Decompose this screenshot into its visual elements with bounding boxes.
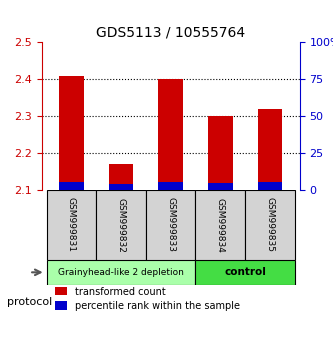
Text: GSM999834: GSM999834 <box>216 198 225 252</box>
Text: GSM999832: GSM999832 <box>117 198 126 252</box>
Bar <box>208 116 233 190</box>
FancyBboxPatch shape <box>245 190 295 259</box>
FancyBboxPatch shape <box>195 190 245 259</box>
Text: GSM999835: GSM999835 <box>265 198 274 252</box>
Bar <box>59 76 84 190</box>
Bar <box>257 182 282 190</box>
Bar <box>257 109 282 190</box>
Text: Grainyhead-like 2 depletion: Grainyhead-like 2 depletion <box>58 268 184 277</box>
Bar <box>55 287 67 295</box>
Bar <box>109 184 134 190</box>
Bar <box>55 301 67 310</box>
Text: GSM999831: GSM999831 <box>67 198 76 252</box>
FancyBboxPatch shape <box>47 259 195 285</box>
FancyBboxPatch shape <box>47 190 96 259</box>
Bar <box>158 79 183 190</box>
Text: transformed count: transformed count <box>75 287 166 297</box>
Bar <box>158 182 183 190</box>
FancyBboxPatch shape <box>195 259 295 285</box>
Bar <box>59 182 84 190</box>
Text: GSM999833: GSM999833 <box>166 198 175 252</box>
Bar <box>109 165 134 190</box>
Bar <box>208 183 233 190</box>
Text: protocol: protocol <box>7 297 52 307</box>
Text: control: control <box>224 267 266 277</box>
Title: GDS5113 / 10555764: GDS5113 / 10555764 <box>96 26 245 40</box>
FancyBboxPatch shape <box>96 190 146 259</box>
FancyBboxPatch shape <box>146 190 195 259</box>
Text: percentile rank within the sample: percentile rank within the sample <box>75 301 240 311</box>
